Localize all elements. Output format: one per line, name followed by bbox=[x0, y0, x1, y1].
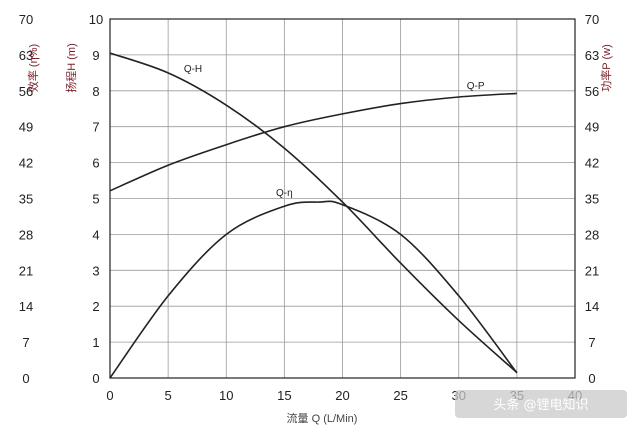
y-tick-label-power: 70 bbox=[585, 12, 599, 27]
y-tick-label-head: 5 bbox=[92, 192, 99, 207]
y-tick-label-efficiency: 28 bbox=[19, 227, 33, 242]
curve-qp-line bbox=[109, 92, 517, 192]
y-axis-title-efficiency: 效率 (η%) bbox=[26, 44, 40, 92]
curve-q-line bbox=[109, 200, 518, 379]
y-tick-label-power: 14 bbox=[585, 299, 599, 314]
x-axis-title: 流量 Q (L/Min) bbox=[287, 411, 358, 425]
watermark-text: 头条 @锂电知识 bbox=[493, 397, 588, 413]
x-tick-label: 25 bbox=[393, 388, 407, 403]
x-tick-label: 0 bbox=[106, 388, 113, 403]
y-tick-label-efficiency: 0 bbox=[22, 371, 29, 386]
curves: Q-H Q-P Q-η bbox=[109, 52, 518, 379]
y-tick-label-efficiency: 42 bbox=[19, 156, 33, 171]
y-tick-label-power: 7 bbox=[588, 335, 595, 350]
y-tick-label-head: 10 bbox=[89, 12, 103, 27]
y-tick-label-power: 42 bbox=[585, 156, 599, 171]
x-tick-label: 20 bbox=[335, 388, 349, 403]
plot-frame bbox=[109, 18, 576, 379]
y-tick-label-power: 35 bbox=[585, 192, 599, 207]
y-tick-label-head: 9 bbox=[92, 48, 99, 63]
curve-label: Q-η bbox=[276, 188, 293, 199]
y-tick-label-head: 2 bbox=[92, 299, 99, 314]
y-tick-label-head: 7 bbox=[92, 120, 99, 135]
curve-qh-line bbox=[109, 52, 518, 374]
y-tick-label-efficiency: 49 bbox=[19, 120, 33, 135]
x-tick-label: 15 bbox=[277, 388, 291, 403]
y-tick-label-power: 28 bbox=[585, 227, 599, 242]
y-tick-label-efficiency: 56 bbox=[19, 84, 33, 99]
y-tick-label-efficiency: 35 bbox=[19, 192, 33, 207]
y-tick-label-head: 1 bbox=[92, 335, 99, 350]
y-tick-label-head: 0 bbox=[92, 371, 99, 386]
y-tick-label-head: 4 bbox=[92, 227, 99, 242]
y-tick-label-power: 56 bbox=[585, 84, 599, 99]
y-axis-title-power: 功率P (w) bbox=[599, 44, 613, 91]
y-tick-label-efficiency: 7 bbox=[22, 335, 29, 350]
y-axis-title-head: 扬程H (m) bbox=[64, 43, 78, 93]
y-tick-label-head: 6 bbox=[92, 156, 99, 171]
y-tick-label-efficiency: 63 bbox=[19, 48, 33, 63]
curve-label: Q-H bbox=[184, 64, 202, 75]
y-tick-label-head: 3 bbox=[92, 263, 99, 278]
x-tick-label: 10 bbox=[219, 388, 233, 403]
y-tick-label-efficiency: 21 bbox=[19, 263, 33, 278]
y-tick-label-power: 0 bbox=[588, 371, 595, 386]
y-tick-label-efficiency: 70 bbox=[19, 12, 33, 27]
y-tick-label-efficiency: 14 bbox=[19, 299, 33, 314]
tick-labels: 0510152025303540000717142142132128428355… bbox=[19, 12, 599, 403]
watermark: 头条 @锂电知识 bbox=[455, 390, 627, 418]
y-tick-label-power: 63 bbox=[585, 48, 599, 63]
y-tick-label-power: 49 bbox=[585, 120, 599, 135]
x-tick-label: 5 bbox=[165, 388, 172, 403]
grid-lines bbox=[110, 19, 575, 378]
curve-label: Q-P bbox=[467, 81, 485, 92]
y-tick-label-power: 21 bbox=[585, 263, 599, 278]
y-tick-label-head: 8 bbox=[92, 84, 99, 99]
